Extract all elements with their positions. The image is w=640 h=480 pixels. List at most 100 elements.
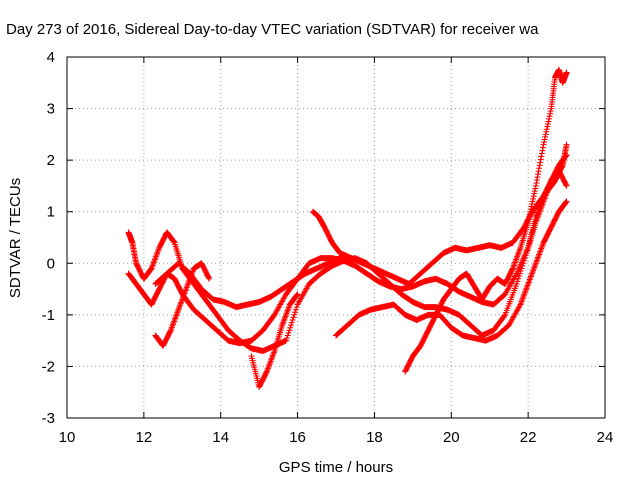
data-point	[183, 286, 190, 293]
data-point	[526, 211, 533, 218]
data-point	[533, 257, 540, 264]
data-point	[283, 335, 290, 342]
data-point	[291, 311, 298, 318]
data-point	[524, 282, 531, 289]
data-point	[522, 286, 529, 293]
data-point	[267, 358, 274, 365]
data-point	[512, 272, 519, 279]
data-point	[532, 260, 539, 267]
data-point	[537, 205, 544, 212]
data-point	[516, 246, 523, 253]
data-point	[525, 216, 532, 223]
data-point	[532, 185, 539, 192]
data-point	[547, 110, 554, 117]
data-point	[283, 337, 290, 344]
data-point	[528, 270, 535, 277]
data-point	[545, 118, 552, 125]
data-point	[511, 261, 518, 268]
data-point	[174, 309, 181, 316]
data-point	[172, 315, 179, 322]
data-point	[533, 177, 540, 184]
data-point	[285, 329, 292, 336]
data-point	[541, 136, 548, 143]
data-point	[515, 275, 522, 282]
data-point	[531, 263, 538, 270]
data-point	[154, 250, 161, 257]
data-points	[125, 66, 570, 391]
data-point	[538, 245, 545, 252]
data-point	[532, 182, 539, 189]
data-point	[521, 289, 528, 296]
data-point	[280, 317, 287, 324]
x-tick-label: 18	[366, 429, 383, 446]
data-point	[279, 322, 286, 329]
x-tick-label: 16	[289, 429, 306, 446]
series-track-3	[152, 141, 570, 311]
data-point	[283, 310, 290, 317]
data-point	[515, 249, 522, 256]
data-point	[534, 214, 541, 221]
x-tick-label: 10	[59, 429, 76, 446]
data-point	[281, 316, 288, 323]
data-point	[563, 199, 570, 206]
data-point	[530, 266, 537, 273]
data-point	[185, 278, 192, 285]
data-point	[529, 269, 536, 276]
data-point	[270, 349, 277, 356]
data-point	[294, 291, 301, 298]
data-point	[185, 280, 192, 287]
grid-lines	[67, 57, 605, 418]
data-point	[539, 144, 546, 151]
data-point	[167, 328, 174, 335]
data-point	[525, 219, 532, 226]
data-point	[534, 255, 541, 262]
data-point	[563, 181, 570, 188]
data-point	[270, 350, 277, 357]
data-point	[533, 217, 540, 224]
y-tick-label: 4	[47, 49, 55, 66]
series-track-6	[402, 66, 570, 375]
y-tick-label: 1	[47, 204, 55, 221]
data-point	[152, 255, 159, 262]
data-point	[544, 123, 551, 130]
data-point	[516, 247, 523, 254]
data-point	[538, 244, 545, 251]
data-point	[536, 208, 543, 215]
data-point	[169, 322, 176, 329]
data-point	[279, 320, 286, 327]
data-point	[284, 308, 291, 315]
series-track-5	[309, 208, 355, 262]
data-point	[151, 258, 158, 265]
data-point	[513, 256, 520, 263]
data-point	[559, 163, 566, 170]
x-tick-label: 12	[136, 429, 153, 446]
data-point	[175, 306, 182, 313]
data-point	[173, 312, 180, 319]
data-point	[529, 198, 536, 205]
data-point	[536, 210, 543, 217]
data-point	[546, 115, 553, 122]
data-point	[153, 252, 160, 259]
data-point	[178, 297, 185, 304]
data-point	[535, 171, 542, 178]
data-point	[181, 290, 188, 297]
data-point	[172, 314, 179, 321]
data-point	[536, 165, 543, 172]
data-point	[171, 318, 178, 325]
data-point	[539, 241, 546, 248]
data-point	[290, 314, 297, 321]
data-point	[533, 216, 540, 223]
data-point	[511, 259, 518, 266]
data-point	[266, 362, 273, 369]
data-point	[510, 263, 517, 270]
data-point	[173, 311, 180, 318]
data-point	[170, 319, 177, 326]
data-point	[168, 324, 175, 331]
y-tick-label: -3	[42, 410, 55, 427]
data-point	[149, 262, 156, 269]
data-point	[287, 324, 294, 331]
data-point	[526, 277, 533, 284]
data-point	[286, 327, 293, 334]
data-point	[527, 275, 534, 282]
data-point	[155, 247, 162, 254]
